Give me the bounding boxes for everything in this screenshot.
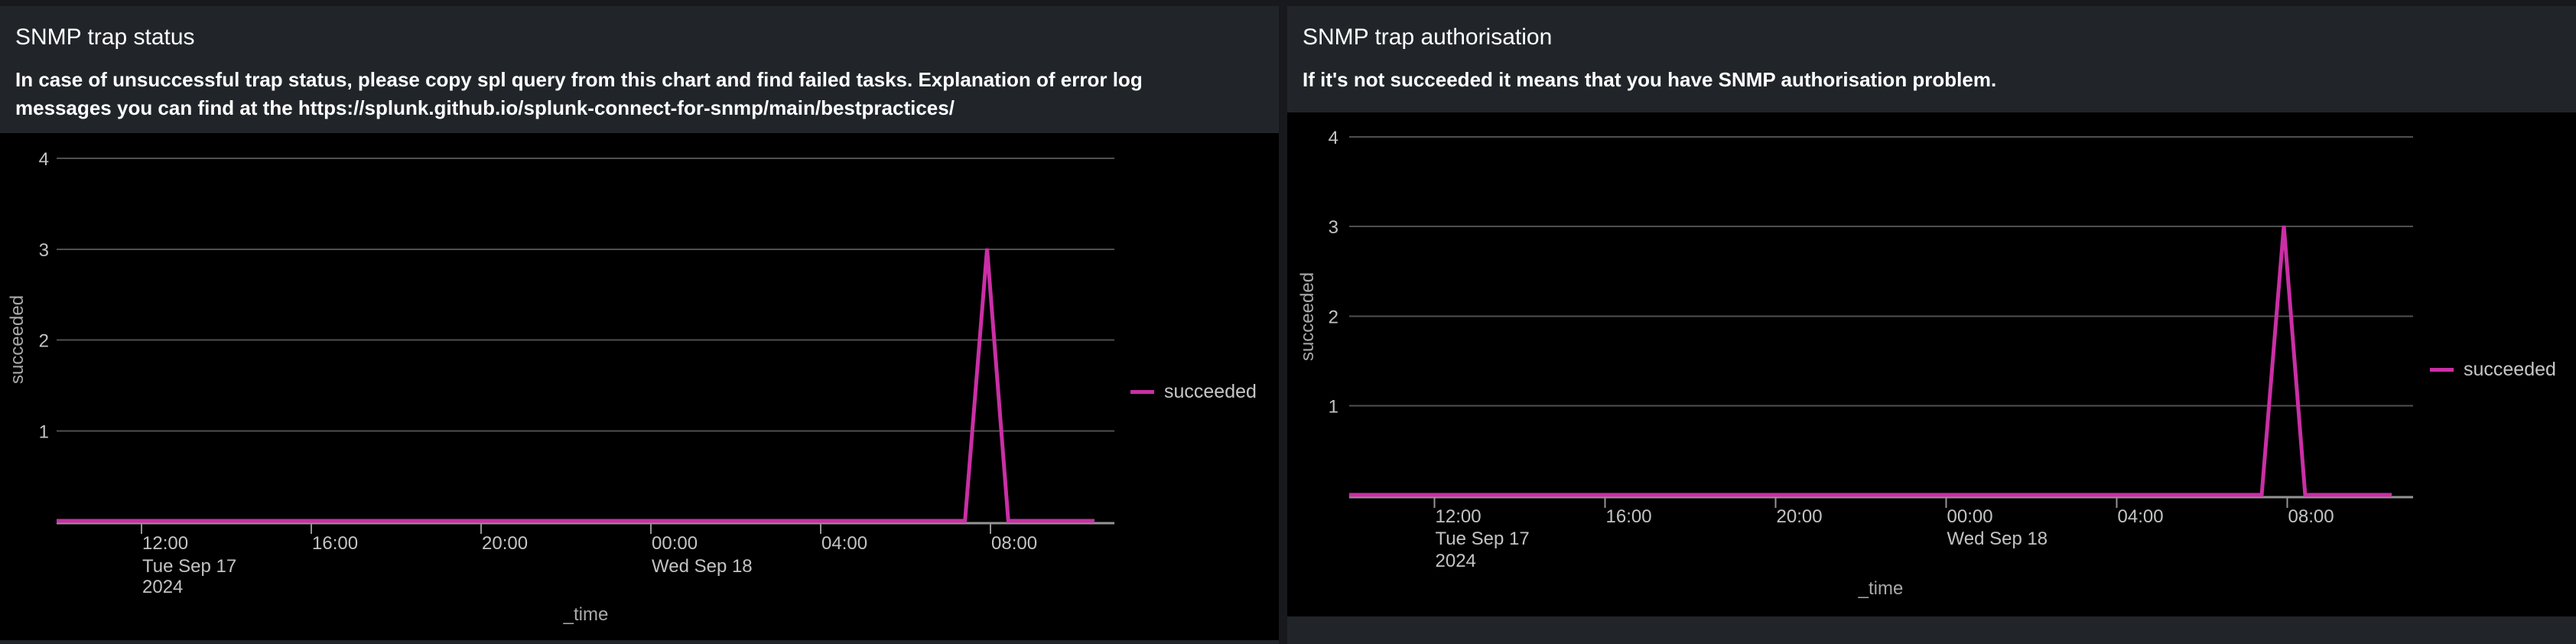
x-tick-label: Wed Sep 18	[652, 556, 753, 577]
description-line: In case of unsuccessful trap status, ple…	[15, 68, 1143, 91]
y-axis-title: succeeded	[1297, 272, 1318, 361]
x-tick-label: Tue Sep 17	[1436, 529, 1530, 549]
y-tick-label: 1	[39, 421, 49, 442]
y-tick-label: 3	[1329, 217, 1338, 238]
panel-snmp-trap-authorisation: SNMP trap authorisation If it's not succ…	[1287, 6, 2576, 644]
x-tick-label: 20:00	[482, 533, 528, 554]
y-tick-label: 4	[39, 149, 49, 170]
panel-title: SNMP trap status	[15, 24, 195, 50]
chart-snmp-trap-authorisation[interactable]: 1 2 3 4 12:00 Tue Sep 17 2024 16:00 20:00 00:00 We…	[1287, 112, 2576, 616]
panel-title: SNMP trap authorisation	[1303, 24, 1553, 50]
x-tick-label: 16:00	[312, 533, 358, 554]
x-tick-label: 16:00	[1606, 506, 1652, 527]
y-tick-label: 2	[1329, 307, 1338, 327]
x-tick-label: 04:00	[821, 533, 867, 554]
legend-swatch-succeeded	[1130, 390, 1154, 394]
x-tick-label: 04:00	[2118, 506, 2164, 527]
panel-description: If it's not succeeded it means that you …	[1303, 66, 2511, 94]
legend[interactable]: succeeded	[2430, 359, 2556, 381]
x-tick-label: 12:00	[1436, 506, 1482, 527]
y-tick-label: 2	[39, 331, 49, 352]
panel-description: In case of unsuccessful trap status, ple…	[15, 66, 1224, 122]
x-tick-label: Tue Sep 17	[142, 556, 236, 577]
x-tick-label: 2024	[1436, 551, 1476, 571]
legend[interactable]: succeeded	[1130, 381, 1257, 403]
x-axis-title: _time	[563, 604, 609, 625]
y-tick-label: 3	[39, 240, 49, 261]
legend-swatch-succeeded	[2430, 368, 2454, 372]
legend-label: succeeded	[1164, 381, 1257, 402]
y-axis-title: succeeded	[7, 295, 28, 384]
x-tick-label: 00:00	[1947, 506, 1993, 527]
x-tick-label: 20:00	[1777, 506, 1823, 527]
x-tick-label: 08:00	[2288, 506, 2334, 527]
series-line-succeeded	[57, 248, 1094, 523]
x-tick-label: 2024	[142, 577, 183, 597]
chart-snmp-trap-status[interactable]: 1 2 3 4 12:00 Tue Sep 17 2024 16:00 20:00 00:00 We…	[0, 133, 1279, 640]
x-axis-title: _time	[1858, 578, 1904, 599]
description-line: messages you can find at the https://spl…	[15, 96, 955, 119]
x-tick-label: 00:00	[652, 533, 698, 554]
legend-label: succeeded	[2464, 359, 2556, 380]
y-tick-label: 4	[1329, 128, 1338, 148]
y-tick-label: 1	[1329, 397, 1338, 418]
x-tick-label: 12:00	[142, 533, 188, 554]
x-tick-label: Wed Sep 18	[1947, 529, 2048, 549]
x-tick-label: 08:00	[991, 533, 1037, 554]
description-line: If it's not succeeded it means that you …	[1303, 68, 1997, 91]
series-line-succeeded	[1349, 225, 2392, 497]
panel-snmp-trap-status: SNMP trap status In case of unsuccessful…	[0, 6, 1279, 644]
